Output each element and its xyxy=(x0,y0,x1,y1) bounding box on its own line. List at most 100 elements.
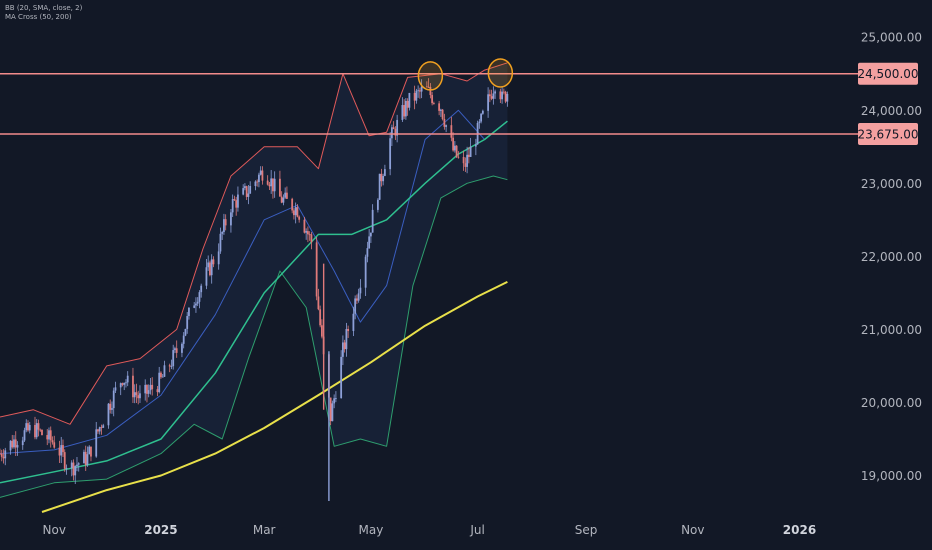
candle-body xyxy=(149,384,152,391)
hline-label-bg xyxy=(858,62,918,85)
candle-body xyxy=(188,307,190,317)
candle-body xyxy=(390,127,393,139)
candle-body xyxy=(345,328,348,350)
candle-body xyxy=(151,384,154,390)
candle-body xyxy=(175,348,178,353)
candle-body xyxy=(467,154,470,157)
candle-body xyxy=(401,105,404,120)
candle-body xyxy=(224,219,227,226)
candle-body xyxy=(83,451,85,464)
candle-body xyxy=(331,403,334,422)
highlight-circle-1 xyxy=(417,61,444,91)
candle-body xyxy=(77,463,80,465)
candle-body xyxy=(272,178,274,192)
candle-body xyxy=(198,292,201,302)
candle-body xyxy=(420,86,423,92)
candle-body xyxy=(439,109,442,111)
candle-body xyxy=(195,303,197,306)
hline-label: 23,675.00 xyxy=(857,128,918,142)
candle-body xyxy=(193,305,196,308)
y-tick-label: 20,000.00 xyxy=(861,396,922,410)
candle-body xyxy=(161,376,164,378)
candle-body xyxy=(501,91,504,100)
candle-body xyxy=(380,173,383,182)
candle-body xyxy=(109,403,112,410)
candle-body xyxy=(441,109,444,120)
candle-body xyxy=(415,90,418,101)
y-tick-label: 23,000.00 xyxy=(861,177,922,191)
candle-body xyxy=(137,395,140,399)
x-tick-label: 2025 xyxy=(144,523,177,537)
candle-body xyxy=(259,170,262,175)
candle-body xyxy=(121,383,124,385)
legend-ma-cross[interactable]: MA Cross (50, 200) xyxy=(5,13,72,21)
candle-body xyxy=(98,427,101,432)
candle-body xyxy=(249,186,252,194)
candle-body xyxy=(112,390,115,409)
candle-body xyxy=(490,96,493,99)
candle-body xyxy=(181,343,183,353)
candle-body xyxy=(100,427,103,429)
candle-body xyxy=(41,429,43,436)
candle-body xyxy=(413,92,416,101)
candle-body xyxy=(488,94,491,97)
candle-body xyxy=(307,231,309,235)
candle-body xyxy=(170,366,173,367)
candle-body xyxy=(37,423,40,430)
candle-body xyxy=(494,91,497,94)
candle-body xyxy=(343,342,346,350)
candle-body xyxy=(205,267,208,286)
y-axis[interactable]: 19,000.00 20,000.00 21,000.00 22,000.00 23,0… xyxy=(861,31,922,483)
candle-body xyxy=(196,301,199,304)
hline-label-bg xyxy=(858,123,918,145)
candle-body xyxy=(184,328,187,336)
candle-body xyxy=(174,348,176,351)
candle-body xyxy=(406,100,409,108)
candle-body xyxy=(279,178,281,197)
horizontal-levels[interactable]: 24,500.00 23,675.00 xyxy=(0,62,919,145)
candle-body xyxy=(11,440,14,448)
candle-body xyxy=(74,466,77,476)
candle-body xyxy=(2,456,5,459)
candle-body xyxy=(28,425,31,431)
candle-body xyxy=(186,316,189,329)
candle-body xyxy=(86,454,89,465)
candle-body xyxy=(394,129,397,136)
candle-body xyxy=(49,430,52,441)
candle-body xyxy=(280,196,283,203)
y-tick-label: 21,000.00 xyxy=(861,323,922,337)
x-tick-label: 2026 xyxy=(783,523,816,537)
candle-body xyxy=(352,313,355,332)
candle-body xyxy=(408,92,411,108)
candle-body xyxy=(268,184,271,187)
candle-body xyxy=(359,287,362,294)
indicator-legend[interactable]: BB (20, SMA, close, 2) MA Cross (50, 200… xyxy=(5,4,82,22)
candle-body xyxy=(217,251,220,265)
candle-body xyxy=(308,234,311,236)
candle-body xyxy=(310,234,313,243)
x-axis[interactable]: Nov 2025 Mar May Jul Sep Nov 2026 xyxy=(43,523,817,537)
candle-body xyxy=(72,462,75,476)
candle-body xyxy=(382,175,385,182)
candle-body xyxy=(235,200,238,208)
candle-body xyxy=(368,236,371,249)
candle-body xyxy=(293,210,295,216)
candle-body xyxy=(231,199,234,213)
candle-body xyxy=(270,178,273,187)
legend-bb[interactable]: BB (20, SMA, close, 2) xyxy=(5,4,83,12)
candle-body xyxy=(254,181,257,187)
candle-body xyxy=(168,365,171,367)
candle-body xyxy=(46,435,49,440)
candle-body xyxy=(126,375,129,383)
candle-body xyxy=(469,146,472,157)
candle-body xyxy=(90,446,92,457)
candle-body xyxy=(319,309,322,326)
bb-lower-line xyxy=(0,175,508,498)
candle-body xyxy=(480,113,483,122)
candle-body xyxy=(88,446,91,455)
candle-body xyxy=(369,232,372,237)
candle-body xyxy=(474,144,477,147)
candle-body xyxy=(466,154,469,167)
candle-body xyxy=(321,325,323,337)
